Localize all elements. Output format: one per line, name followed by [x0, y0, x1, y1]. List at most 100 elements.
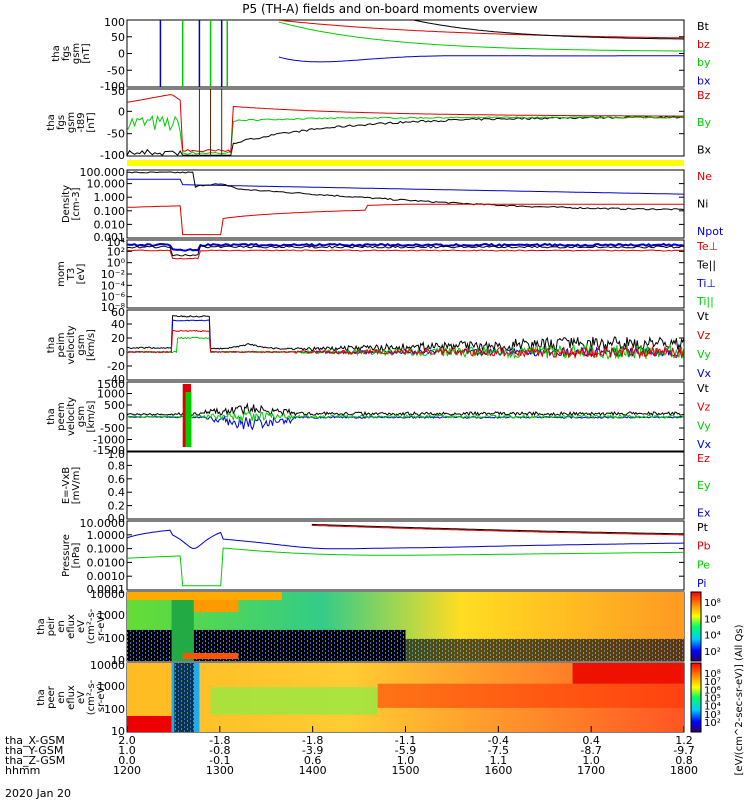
x-tick-label: 0.0	[118, 754, 136, 767]
y-tick-label: 10.0000	[80, 517, 126, 530]
legend-vx: Vx	[697, 367, 712, 380]
panel-traces	[127, 89, 684, 156]
y-tick-label: 0	[118, 48, 125, 61]
y-axis-label-line: fgs	[56, 115, 67, 130]
y-axis-label-line: [nPa]	[71, 542, 82, 568]
y-axis-label-line: en	[56, 620, 67, 633]
electron-red-band	[377, 683, 684, 708]
y-axis-label: tha fgs gsm -t89 [nT]	[46, 112, 97, 133]
y-tick-label: 1.000	[94, 191, 126, 204]
legend-te⊥: Te⊥	[696, 240, 718, 253]
electron-hot-patch	[572, 663, 684, 684]
y-tick-label: 1000	[97, 609, 125, 622]
colorbar-tick-label: 10²	[704, 718, 721, 729]
y-axis-label-line: eV	[76, 691, 87, 704]
y-axis-label-line: tha	[36, 618, 47, 634]
y-tick-label: -50	[107, 64, 125, 77]
y-axis-label-line: E=-VxB	[61, 467, 72, 504]
y-tick-label: 10⁰	[107, 257, 126, 270]
trace-vx	[127, 414, 684, 431]
x-tick-label: 1.0	[582, 754, 600, 767]
y-axis-label-line: gsm	[76, 334, 87, 355]
legend-bx: bx	[697, 74, 711, 87]
legend-by: By	[697, 116, 712, 129]
y-tick-label: 10²	[107, 245, 125, 258]
trace-vz	[127, 329, 684, 360]
y-tick-label: 100	[104, 703, 125, 716]
x-row-label: hhmm	[5, 764, 40, 777]
legend-vx: Vx	[697, 438, 712, 451]
y-tick-label: -20	[107, 360, 125, 373]
panel-traces	[159, 20, 684, 87]
x-tick-label: -5.9	[395, 744, 416, 757]
y-tick-label: 0.0010	[87, 570, 126, 583]
y-tick-label: 50	[111, 85, 125, 98]
x-tick-label: 1800	[670, 764, 698, 777]
panel-frame	[126, 520, 685, 591]
y-axis-label-line: Density	[61, 185, 72, 223]
legend-vt: Vt	[697, 310, 710, 323]
legend-ti⊥: Ti⊥	[696, 277, 716, 290]
legend-npot: Npot	[697, 225, 724, 238]
y-axis-label-line: eflux	[66, 685, 77, 710]
y-axis-label-line: sr-eV)	[96, 612, 107, 641]
legend-by: by	[697, 56, 711, 69]
legend-te||: Te||	[696, 258, 716, 271]
panel-fgs_gsm: 100 50 0 -50 -100 tha fgs gsm [nT] Bt bz by bx	[51, 16, 711, 93]
y-axis-label-line: (cm²-s-	[86, 679, 97, 715]
y-tick-label: 40	[111, 318, 125, 331]
trace-vy	[127, 410, 684, 423]
x-tick-label: -1.1	[395, 734, 416, 747]
y-tick-label: 1000	[97, 388, 125, 401]
trace-vt	[127, 315, 684, 352]
panel-traces	[127, 592, 684, 661]
trace-bz	[127, 94, 684, 154]
trace-ni	[127, 171, 684, 211]
ion-hot-patch	[127, 592, 282, 600]
colorbar-tick-label: 10⁸	[704, 669, 721, 680]
legend-bz: bz	[697, 38, 710, 51]
panel-traces	[127, 384, 684, 447]
x-tick-label: 1.0	[118, 744, 136, 757]
y-tick-label: 0.001	[94, 231, 126, 244]
trace-pi	[127, 529, 684, 550]
x-tick-label: 0.8	[675, 754, 693, 767]
y-tick-label: 0.0100	[87, 556, 126, 569]
y-tick-label: 500	[104, 399, 125, 412]
y-tick-label: 0.6	[108, 473, 126, 486]
y-tick-label: 10⁻⁴	[101, 279, 126, 292]
y-tick-label: -100	[100, 80, 125, 93]
y-tick-label: 0	[118, 105, 125, 118]
x-tick-label: 2.0	[118, 734, 136, 747]
y-tick-label: 10⁻²	[101, 268, 125, 281]
y-axis-label-line: fgs	[61, 46, 72, 61]
legend-vz: Vz	[697, 401, 711, 414]
y-tick-label: 1.0000	[87, 529, 126, 542]
legend-ez: Ez	[697, 452, 710, 465]
y-tick-label: 10⁻⁸	[101, 301, 126, 314]
y-tick-label: -1000	[93, 434, 125, 447]
colorbar-tick-label: 10⁸	[704, 598, 721, 609]
y-tick-label: 1500	[97, 378, 125, 391]
y-axis-label-line: [km/s]	[86, 329, 97, 361]
y-axis-label: E=-VxB [mV/m]	[61, 467, 82, 505]
y-axis-label-line: gsm	[76, 406, 87, 427]
y-axis-label-line: [nT]	[86, 112, 97, 132]
colorbar-tick-label: 10⁶	[704, 614, 721, 625]
y-axis-label-line: mom	[56, 261, 67, 287]
y-axis-label-line: peir	[46, 616, 57, 636]
ion-dropout	[171, 592, 194, 661]
y-tick-label: 60	[111, 306, 125, 319]
y-tick-label: 0.0001	[87, 583, 126, 596]
trace-ti-perp	[127, 242, 684, 252]
x-tick-label: -7.5	[488, 744, 509, 757]
panel-fgs_gsm_minus_t89: 50 0 -50 -100 tha fgs gsm -t89 [nT] Bz By Bx	[46, 85, 712, 166]
electron-green-band	[210, 687, 378, 715]
x-tick-label: 1400	[299, 764, 327, 777]
y-tick-label: 20	[111, 332, 125, 345]
x-tick-label: -0.8	[209, 744, 230, 757]
trace-bz	[278, 20, 684, 39]
